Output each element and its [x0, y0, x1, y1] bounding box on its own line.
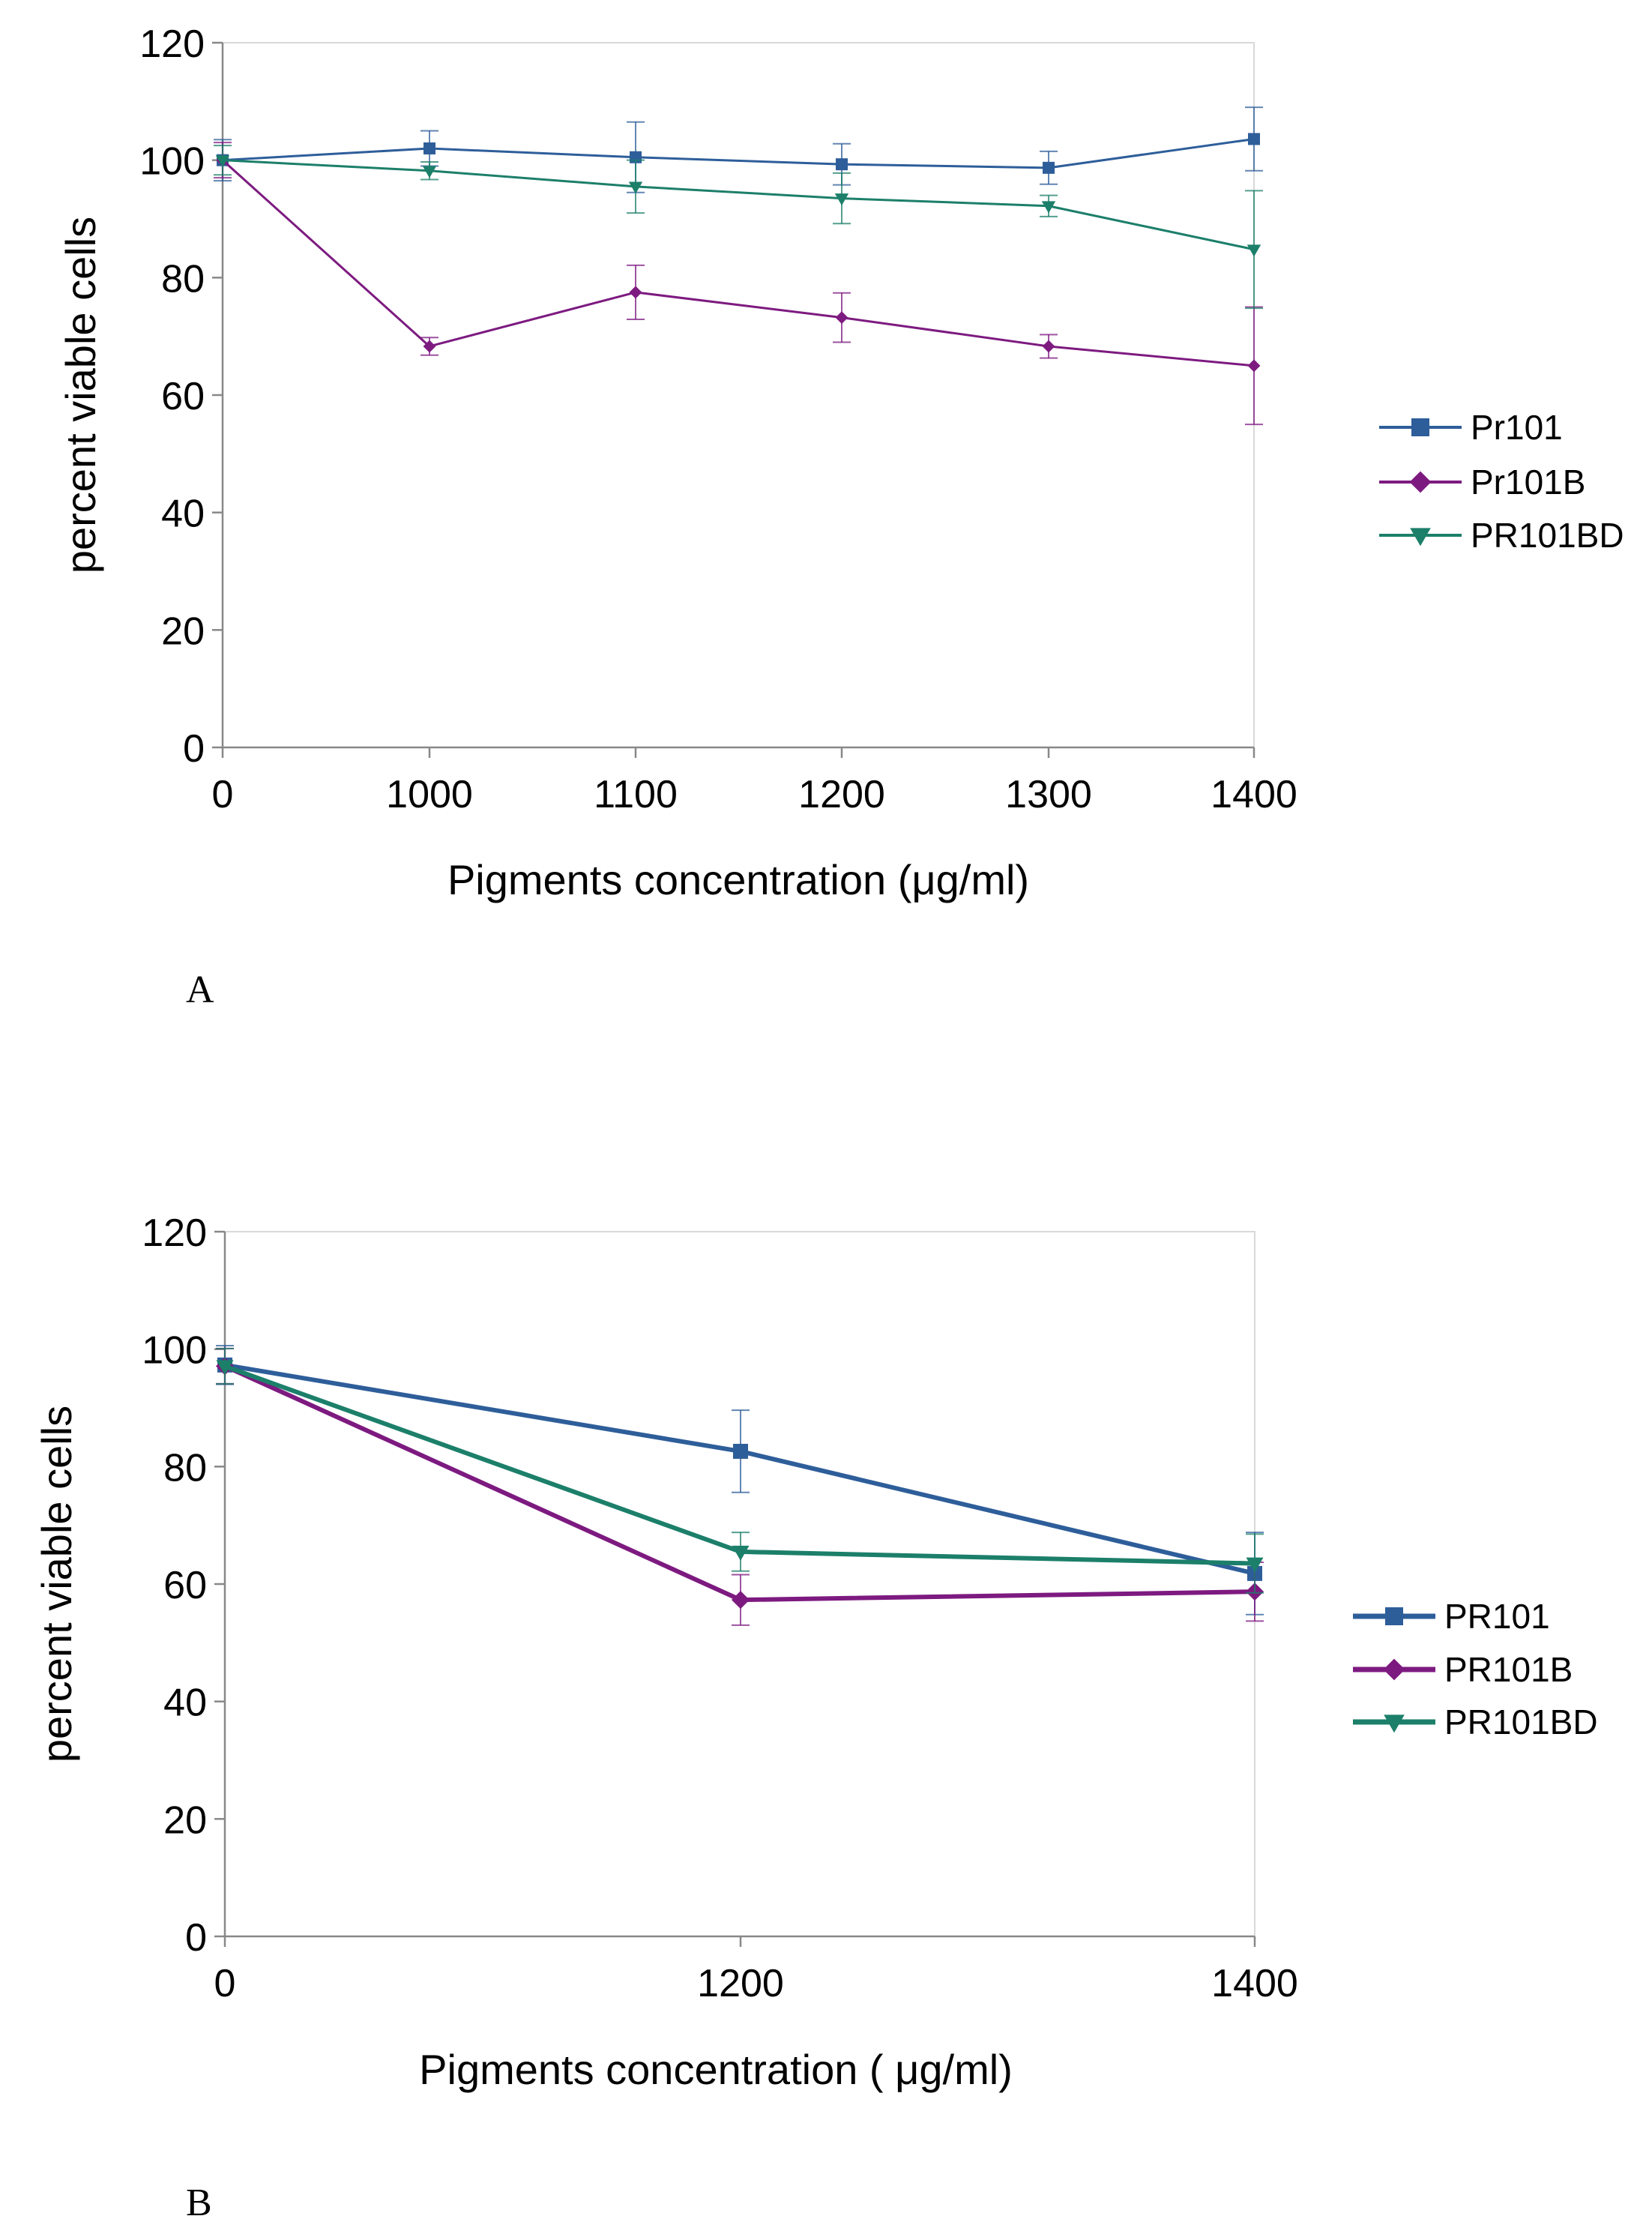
series-line	[222, 159, 1255, 251]
series-pr101bd	[214, 145, 1263, 310]
legend-a: Pr101 Pr101B PR101BD	[1379, 408, 1624, 555]
series-line	[221, 159, 1255, 367]
legend-marker	[1384, 1714, 1405, 1733]
legend-item: Pr101	[1379, 408, 1563, 447]
legend-marker	[1409, 471, 1432, 493]
y-tick-label: 20	[163, 1798, 207, 1842]
legend-item: PR101B	[1353, 1650, 1573, 1689]
series-pr101b	[214, 142, 1263, 426]
legend-label: PR101BD	[1444, 1702, 1598, 1741]
legend-item: PR101BD	[1353, 1702, 1598, 1741]
x-tick-labels-a: 0 1000 1100 1200 1300 1400	[212, 773, 1297, 816]
legend-marker	[1410, 528, 1431, 547]
x-tick-label: 0	[214, 1962, 236, 2005]
y-tick-label: 80	[161, 257, 205, 301]
x-axis-label-b: Pigments concentration ( μg/ml)	[419, 2046, 1013, 2093]
legend-label: PR101	[1444, 1597, 1550, 1636]
y-tick-label: 40	[163, 1681, 207, 1725]
data-point	[628, 181, 643, 194]
panel-label-a: A	[186, 969, 214, 1011]
y-tick-label: 0	[185, 1916, 207, 1960]
series-group-b	[216, 1344, 1264, 1626]
x-tick-label: 1300	[1005, 773, 1092, 816]
tick-marks-a	[212, 41, 1255, 758]
data-point	[1246, 244, 1261, 257]
y-tick-label: 120	[139, 22, 205, 66]
data-point	[1248, 133, 1260, 145]
x-axis-label-a: Pigments concentration (μg/ml)	[447, 856, 1029, 903]
x-tick-label: 1200	[798, 773, 885, 816]
x-tick-label: 1100	[594, 773, 678, 816]
y-tick-label: 20	[161, 609, 205, 653]
y-tick-label: 60	[163, 1564, 207, 1607]
y-axis-label-a: percent viable cells	[57, 217, 104, 573]
data-point	[215, 155, 230, 168]
y-tick-label: 60	[161, 375, 205, 418]
y-tick-labels-b: 0 20 40 60 80 100 120	[142, 1211, 207, 1960]
tick-marks-b	[214, 1230, 1256, 1947]
y-tick-label: 100	[142, 1329, 207, 1373]
panel-label-b: B	[186, 2182, 212, 2224]
data-point	[834, 193, 849, 206]
data-point	[1043, 161, 1055, 174]
data-point	[423, 142, 435, 154]
data-point	[423, 340, 436, 353]
plot-area-a	[222, 42, 1255, 748]
data-point	[732, 1545, 750, 1561]
data-point	[835, 311, 848, 324]
chart-panel-b: 0 1200 1400 0 20 40 60 80 100 120 Pigments conce…	[33, 1211, 1598, 2224]
x-tick-label: 1200	[697, 1962, 784, 2005]
legend-marker	[1385, 1607, 1403, 1625]
legend-label: PR101B	[1444, 1650, 1573, 1689]
data-point	[1247, 359, 1261, 373]
x-tick-label: 1400	[1211, 773, 1297, 816]
legend-label: Pr101B	[1471, 463, 1585, 502]
y-tick-label: 0	[183, 727, 205, 771]
data-point	[629, 286, 642, 299]
y-tick-label: 100	[139, 140, 205, 184]
data-point	[1042, 340, 1055, 353]
data-point	[422, 166, 437, 178]
y-tick-labels-a: 0 20 40 60 80 100 120	[139, 22, 205, 771]
legend-item: PR101BD	[1379, 516, 1624, 555]
legend-label: Pr101	[1471, 408, 1563, 447]
legend-label: PR101BD	[1471, 516, 1624, 555]
x-tick-labels-b: 0 1200 1400	[214, 1962, 1298, 2005]
y-tick-label: 80	[163, 1446, 207, 1490]
data-point	[1041, 201, 1056, 214]
y-tick-label: 40	[161, 493, 205, 536]
legend-b: PR101 PR101B PR101BD	[1353, 1597, 1598, 1741]
series-pr101bd	[216, 1347, 1264, 1594]
legend-item: Pr101B	[1379, 463, 1585, 502]
chart-panel-a: 0 1000 1100 1200 1300 1400 0 20 40 60 80 100 120 Pi…	[57, 22, 1624, 1011]
x-tick-label: 1000	[386, 773, 473, 816]
data-point	[732, 1591, 750, 1610]
y-axis-label-b: percent viable cells	[33, 1406, 80, 1762]
data-point	[216, 1360, 234, 1376]
legend-marker	[1383, 1658, 1405, 1681]
series-pr101	[214, 106, 1263, 193]
data-point	[836, 158, 848, 171]
legend-marker	[1411, 418, 1429, 436]
legend-item: PR101	[1353, 1597, 1550, 1636]
data-point	[1246, 1557, 1264, 1573]
x-tick-label: 0	[212, 773, 234, 816]
series-line	[222, 137, 1255, 169]
x-tick-label: 1400	[1211, 1962, 1298, 2005]
y-tick-label: 120	[142, 1211, 207, 1255]
data-point	[733, 1443, 748, 1459]
series-group-a	[214, 106, 1263, 426]
